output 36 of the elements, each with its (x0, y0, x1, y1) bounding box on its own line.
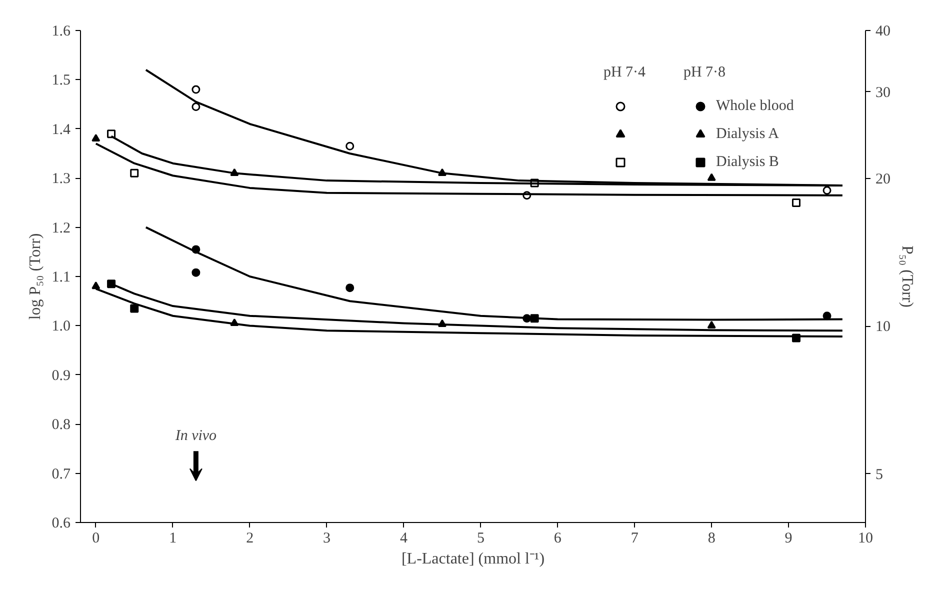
annotation: pH 7·8 (683, 64, 726, 80)
x-tick-label: 7 (630, 530, 639, 546)
y-axis-title: log P₅₀ (Torr) (26, 233, 44, 320)
y-tick-label: 0.8 (52, 417, 70, 434)
y2-tick-label: 20 (876, 171, 890, 188)
x-tick-label: 1 (169, 530, 177, 546)
annotation: In vivo (174, 428, 218, 444)
y-tick-label: 0.7 (52, 466, 71, 482)
x-tick-label: 9 (784, 530, 792, 546)
legend-label: Whole blood (716, 98, 794, 114)
x-tick-label: 2 (246, 530, 254, 546)
annotation: pH 7·4 (603, 64, 646, 80)
x-tick-label: 4 (400, 530, 408, 546)
legend-label: Dialysis B (716, 154, 779, 170)
y-tick-label: 1.0 (52, 318, 70, 335)
x-tick-label: 5 (476, 530, 484, 546)
x-tick-label: 3 (323, 530, 331, 546)
y-tick-label: 1.1 (52, 270, 70, 286)
y-tick-label: 1.2 (52, 220, 70, 236)
x-tick-label: 8 (708, 530, 716, 546)
y2-tick-label: 30 (876, 84, 890, 101)
x-tick-label: 10 (858, 530, 873, 546)
y-tick-label: 0.9 (52, 368, 70, 384)
y-tick-label: 1.3 (52, 171, 70, 188)
x-tick-label: 6 (554, 530, 562, 546)
y-tick-label: 1.6 (52, 24, 71, 40)
x-tick-label: 0 (92, 530, 100, 546)
y2-tick-label: 40 (876, 24, 890, 40)
x-axis-title: [L-Lactate] (mmol l⁻¹) (401, 550, 545, 568)
legend-label: Dialysis A (716, 126, 779, 142)
y-tick-label: 1.4 (52, 122, 71, 138)
y2-tick-label: 10 (876, 319, 890, 336)
y-tick-label: 1.5 (52, 72, 70, 89)
y2-tick-label: 5 (876, 466, 883, 483)
y2-axis-title: P₅₀ (Torr) (898, 245, 916, 308)
y-tick-label: 0.6 (52, 516, 71, 532)
